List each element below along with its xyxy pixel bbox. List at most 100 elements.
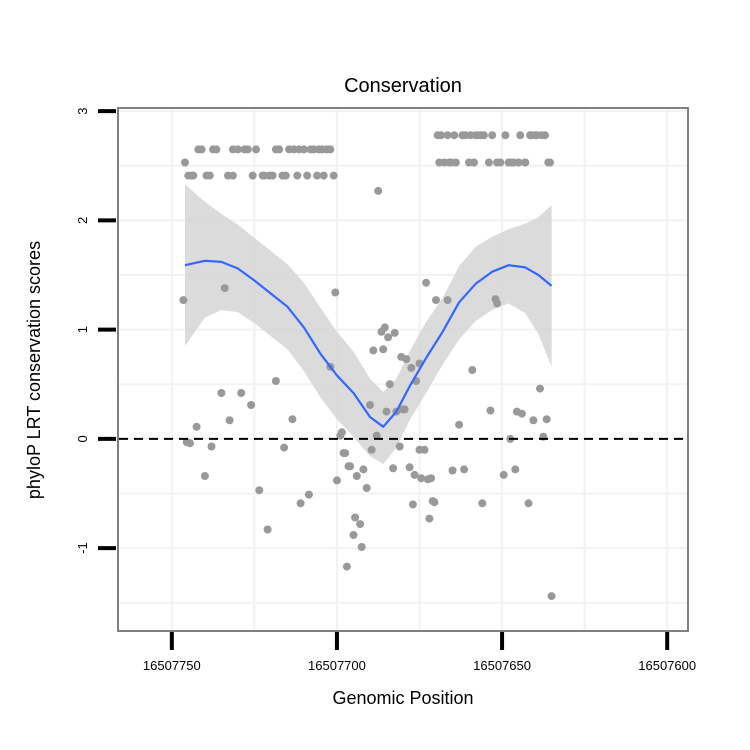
y-tick-label: 0 (75, 435, 90, 442)
data-point (207, 442, 216, 451)
data-point (357, 543, 366, 551)
data-point (541, 131, 549, 140)
data-point (252, 145, 260, 154)
y-tick-label: -1 (75, 542, 90, 554)
data-point (220, 284, 229, 293)
ribbon-layer (185, 184, 552, 464)
data-point (479, 131, 488, 140)
data-point (341, 449, 350, 458)
data-point (304, 490, 313, 499)
data-point (501, 131, 510, 140)
points-layer (179, 131, 556, 601)
data-point (405, 463, 414, 472)
data-point (460, 465, 469, 474)
data-point (486, 406, 495, 415)
data-point (385, 380, 394, 389)
data-point (410, 470, 419, 479)
data-point (451, 158, 460, 167)
data-point (233, 145, 242, 154)
data-point (521, 158, 530, 167)
data-point (420, 445, 429, 454)
data-point (359, 465, 368, 474)
y-tick-label: 1 (75, 326, 90, 333)
data-point (499, 470, 508, 479)
data-point (408, 500, 417, 509)
data-point (263, 525, 272, 534)
data-point (470, 158, 478, 167)
data-point (516, 131, 525, 140)
data-point (448, 466, 457, 475)
y-axis-label: phyloP LRT conservation scores (24, 241, 44, 499)
data-point (422, 278, 431, 287)
data-point (248, 171, 257, 180)
data-point (237, 389, 246, 397)
data-point (293, 171, 302, 180)
data-point (186, 439, 194, 448)
data-point (484, 158, 493, 167)
data-point (181, 158, 189, 167)
data-point (400, 405, 409, 414)
data-point (243, 145, 252, 154)
x-tick-label: 16507700 (308, 658, 366, 673)
data-point (529, 416, 538, 425)
data-point (369, 346, 378, 355)
data-point (313, 171, 322, 180)
data-point (450, 131, 459, 140)
data-point (379, 345, 388, 354)
data-point (349, 531, 358, 539)
data-point (382, 407, 391, 416)
data-point (455, 420, 464, 429)
data-point (514, 158, 523, 167)
y-axis: -1 0 1 2 3 (75, 108, 116, 554)
data-point (351, 513, 360, 522)
data-point (389, 464, 398, 473)
data-point (205, 171, 214, 180)
data-point (372, 431, 381, 440)
data-point (217, 389, 226, 397)
data-point (362, 484, 371, 492)
x-axis: 16507750 16507700 16507650 16507600 (143, 632, 696, 673)
data-point (356, 520, 365, 529)
data-point (179, 296, 188, 305)
data-point (542, 415, 551, 424)
x-tick-label: 16507750 (143, 658, 201, 673)
data-point (281, 171, 290, 180)
data-point (228, 171, 237, 180)
data-point (268, 171, 277, 180)
data-point (496, 158, 505, 167)
chart-title: Conservation (344, 75, 462, 97)
data-point (493, 299, 502, 308)
data-point (280, 443, 289, 452)
data-point (212, 145, 221, 154)
data-point (511, 465, 520, 474)
data-point (524, 499, 533, 508)
x-tick-label: 16507650 (473, 658, 531, 673)
data-point (189, 171, 198, 180)
x-tick-label: 16507600 (638, 658, 696, 673)
data-point (390, 328, 399, 337)
data-point (395, 442, 404, 451)
smooth-line (184, 259, 553, 428)
data-point (296, 499, 305, 508)
data-point (329, 171, 338, 180)
data-point (536, 384, 544, 393)
smooth-layer (184, 259, 553, 428)
data-point (303, 171, 312, 180)
data-point (374, 186, 383, 195)
data-point (437, 131, 445, 140)
data-point (319, 171, 328, 180)
data-point (271, 377, 280, 385)
data-point (326, 145, 335, 154)
data-point (197, 145, 206, 154)
data-point (443, 296, 452, 305)
data-point (478, 499, 487, 508)
data-point (247, 401, 256, 409)
data-point (380, 323, 389, 332)
data-point (468, 366, 477, 374)
data-point (427, 474, 436, 483)
data-point (225, 416, 234, 425)
data-point (488, 131, 497, 140)
confidence-ribbon (185, 184, 552, 464)
data-point (407, 363, 416, 372)
